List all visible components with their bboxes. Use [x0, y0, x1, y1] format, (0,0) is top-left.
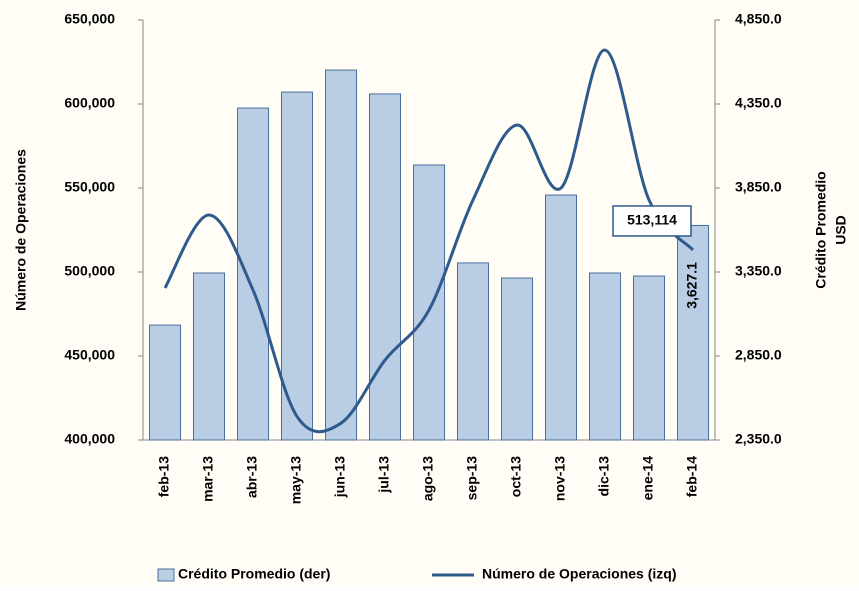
- legend-swatch: [157, 568, 175, 582]
- bar: [633, 275, 665, 441]
- y-tick-label: 550,000: [64, 179, 115, 195]
- bar: [589, 272, 621, 441]
- x-tick-label: jul-13: [376, 456, 392, 494]
- y2-tick-label: 3,850.0: [735, 179, 782, 195]
- data-label: 3,627.1: [684, 262, 700, 309]
- line: [163, 48, 695, 434]
- y2-tick-label: 3,350.0: [735, 263, 782, 279]
- y-tick-label: 400,000: [64, 431, 115, 447]
- bar: [677, 224, 709, 441]
- bar: [457, 262, 489, 441]
- bar: [501, 277, 533, 441]
- y-axis-title: Número de Operaciones: [13, 149, 29, 311]
- x-tick-label: ene-14: [640, 456, 656, 501]
- x-tick-label: jun-13: [332, 456, 348, 498]
- x-tick-label: ago-13: [420, 456, 436, 501]
- y2-tick-label: 2,850.0: [735, 347, 782, 363]
- bar: [413, 164, 445, 441]
- bar: [369, 93, 401, 441]
- legend-label: Número de Operaciones (izq): [482, 566, 676, 582]
- bar: [149, 324, 181, 441]
- bar: [281, 91, 313, 441]
- x-tick-label: mar-13: [200, 456, 216, 502]
- data-label-box: [612, 205, 692, 237]
- y2-tick-label: 4,850.0: [735, 11, 782, 27]
- y2-tick-label: 2,350.0: [735, 431, 782, 447]
- y-tick-label: 650,000: [64, 11, 115, 27]
- x-tick-label: sep-13: [464, 456, 480, 501]
- bar: [325, 69, 357, 441]
- bar: [545, 194, 577, 441]
- x-tick-label: abr-13: [244, 456, 260, 498]
- y-tick-label: 600,000: [64, 95, 115, 111]
- x-tick-label: feb-14: [684, 456, 700, 497]
- x-tick-label: dic-13: [596, 456, 612, 497]
- bar: [193, 272, 225, 441]
- y-tick-label: 450,000: [64, 347, 115, 363]
- y-tick-label: 500,000: [64, 263, 115, 279]
- y2-tick-label: 4,350.0: [735, 95, 782, 111]
- data-label: 513,114: [627, 212, 677, 228]
- legend-label: Crédito Promedio (der): [178, 566, 330, 582]
- x-tick-label: oct-13: [508, 456, 524, 497]
- x-tick-label: may-13: [288, 456, 304, 504]
- x-tick-label: feb-13: [156, 456, 172, 497]
- y2-axis-title: USD: [833, 215, 849, 245]
- bar: [237, 107, 269, 441]
- x-tick-label: nov-13: [552, 456, 568, 501]
- y2-axis-title: Crédito Promedio: [813, 171, 829, 288]
